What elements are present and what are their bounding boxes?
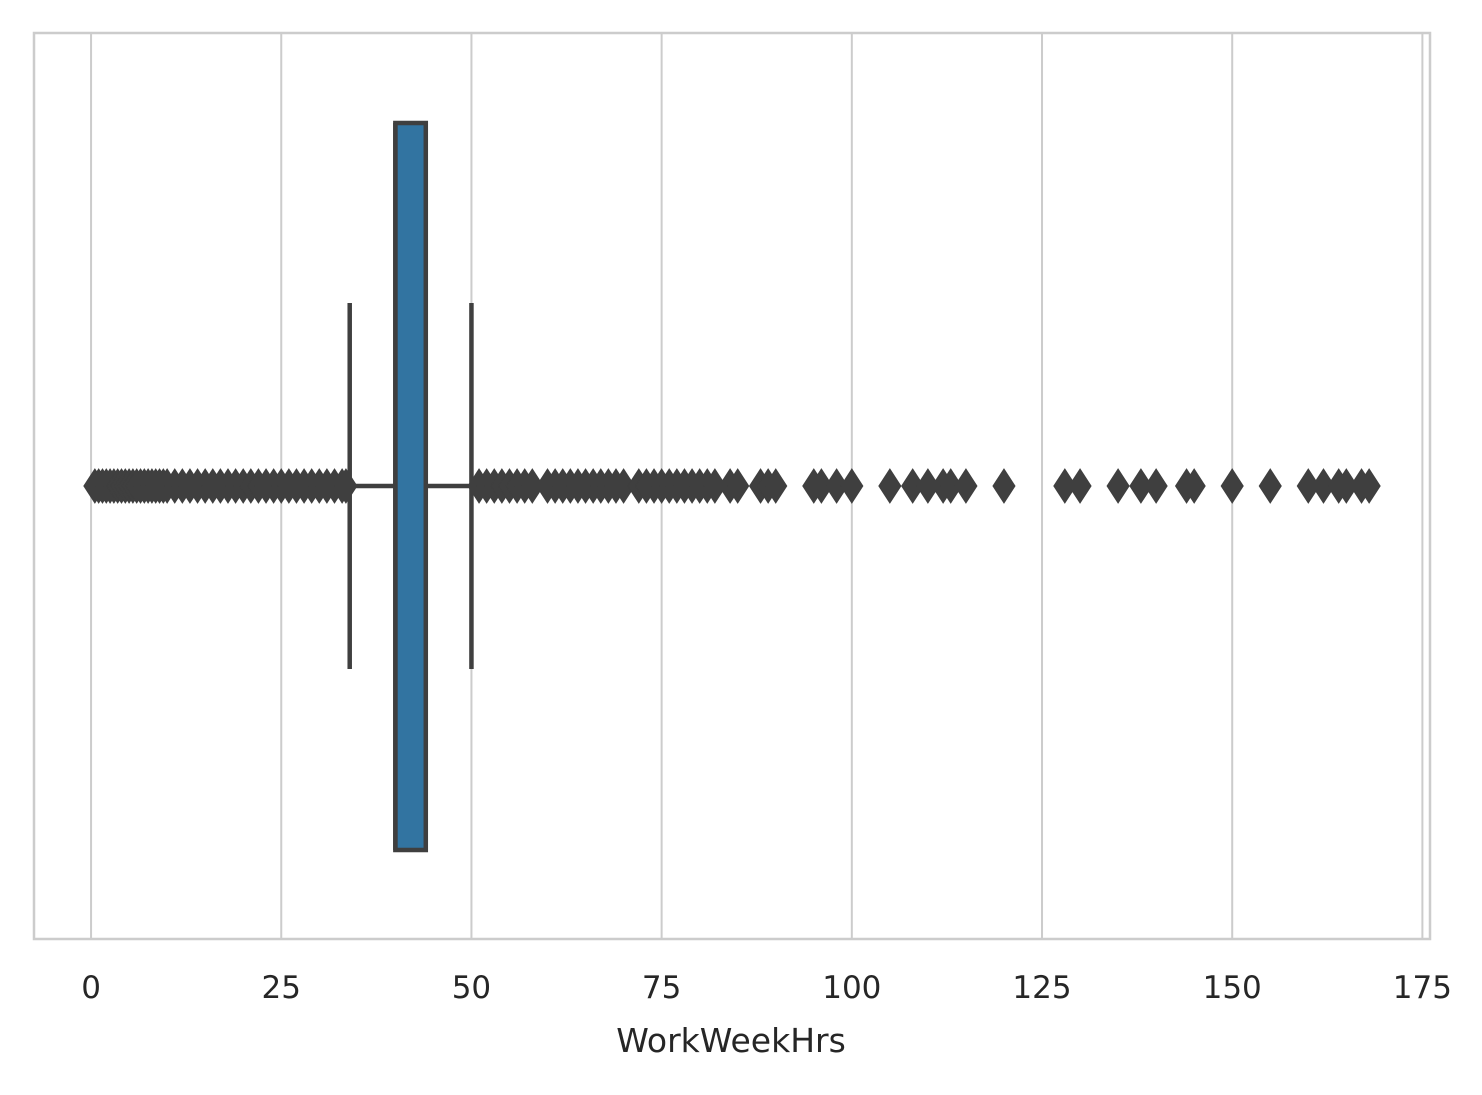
outlier-point [1220, 468, 1244, 504]
x-tick-label-50: 50 [452, 970, 491, 1006]
outlier-point [878, 468, 902, 504]
outlier-point [1106, 468, 1130, 504]
outlier-point [954, 468, 978, 504]
x-tick-label-0: 0 [81, 970, 101, 1006]
plot-frame [32, 31, 1432, 941]
outlier-point [1068, 468, 1092, 504]
x-tick-label-150: 150 [1203, 970, 1262, 1006]
x-axis-label: WorkWeekHrs [616, 1021, 846, 1060]
outlier-point [1144, 468, 1168, 504]
iqr-box [393, 120, 429, 853]
x-tick-labels: 0 25 50 75 100 125 150 175 [81, 970, 1452, 1006]
outlier-point [840, 468, 864, 504]
outlier-point [334, 468, 358, 504]
x-tick-label-75: 75 [642, 970, 681, 1006]
x-tick-label-125: 125 [1012, 970, 1071, 1006]
x-tick-label-175: 175 [1393, 970, 1452, 1006]
box [393, 120, 429, 853]
x-tick-label-25: 25 [262, 970, 301, 1006]
outlier-points [83, 468, 1381, 504]
outlier-point [1258, 468, 1282, 504]
outlier-point [726, 468, 750, 504]
outlier-point [1357, 468, 1381, 504]
x-tick-label-100: 100 [822, 970, 881, 1006]
outlier-point [764, 468, 788, 504]
outlier-point [1182, 468, 1206, 504]
outlier-point [992, 468, 1016, 504]
